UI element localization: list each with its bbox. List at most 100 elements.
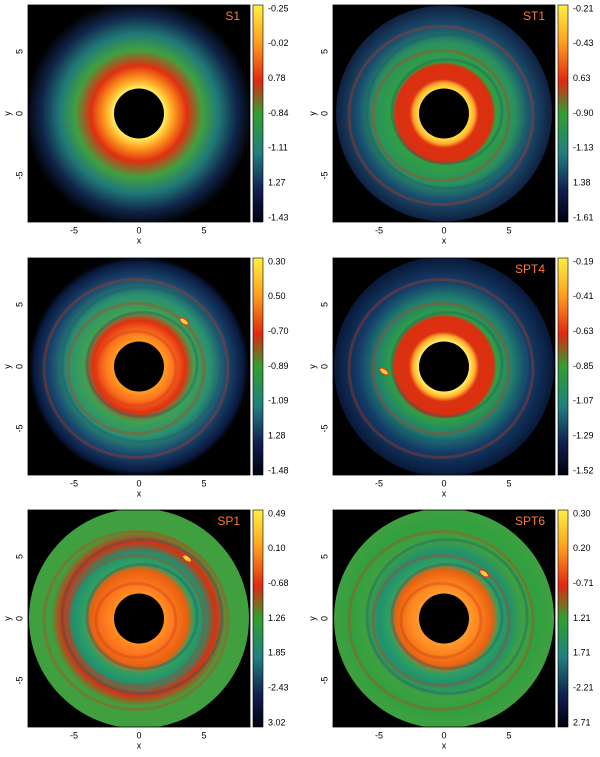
x-tick-label: 0 (136, 730, 141, 740)
panel: S1 -0.25 -0.02 0.78 -0.84 -1.11 1.27 -1.43 -5 0 5 x… (2, 3, 289, 245)
colorbar (557, 257, 569, 476)
inner-hole (114, 593, 164, 644)
disk-ring (399, 582, 483, 659)
y-tick-label: 0 (319, 111, 329, 116)
inner-hole (419, 88, 469, 139)
colorbar-tick-label: -2.43 (268, 683, 289, 693)
colorbar (252, 509, 264, 728)
colorbar-tick-label: -1.61 (573, 212, 594, 222)
y-tick-label: 5 (14, 554, 24, 559)
x-tick-label: 0 (441, 478, 446, 488)
colorbar-tick-label: -0.85 (573, 361, 594, 371)
disk-ring (94, 582, 178, 659)
y-tick-label: 5 (14, 49, 24, 54)
y-axis-label: y (307, 616, 317, 621)
disk-ring (365, 286, 529, 443)
colorbar (557, 509, 569, 728)
y-tick-label: -5 (14, 171, 24, 179)
colorbar-tick-label: -0.70 (268, 326, 289, 336)
y-tick-label: 5 (14, 302, 24, 307)
x-tick-label: 5 (506, 478, 511, 488)
x-tick-label: -5 (70, 730, 78, 740)
disk-map (334, 510, 554, 727)
colorbar-tick-label: 0.50 (268, 291, 286, 301)
disk-map (29, 510, 249, 727)
disk-ring (399, 330, 483, 407)
y-tick-label: 0 (14, 111, 24, 116)
plot-frame (332, 257, 556, 476)
disk-ring (390, 58, 504, 165)
x-tick-label: 5 (201, 225, 206, 235)
disk-ring (94, 330, 178, 407)
colorbar-tick-label: -0.43 (573, 38, 594, 48)
disk-ring (66, 554, 206, 687)
y-tick-label: 0 (14, 364, 24, 369)
inner-hole (419, 341, 469, 392)
panel: SPT4 -0.19 -0.41 -0.63 -0.85 -1.07 -1.29 -1.52 -… (307, 256, 593, 498)
x-tick-label: 5 (506, 225, 511, 235)
plot-frame (332, 509, 556, 728)
disk-ring (390, 311, 504, 418)
plot-frame (27, 257, 251, 476)
colorbar-tick-label: -0.71 (573, 578, 594, 588)
panel: SPT6 0.30 0.20 -0.71 1.21 1.71 -2.21 2.71 -5 0 5 x 5… (307, 508, 593, 750)
colorbar-tick-label: -1.13 (573, 143, 594, 153)
y-tick-label: -5 (14, 676, 24, 684)
colorbar-tick-label: -1.09 (268, 396, 289, 406)
disk-ring (347, 25, 535, 206)
disk-ring (60, 286, 224, 443)
colorbar-tick-label: 0.30 (268, 256, 286, 266)
colorbar-tick-label: -0.68 (268, 578, 289, 588)
x-tick-label: -5 (70, 478, 78, 488)
disk-ring (390, 563, 504, 670)
x-tick-label: 5 (201, 730, 206, 740)
y-tick-label: 5 (319, 302, 329, 307)
planet (479, 569, 489, 578)
panel: 0.30 0.50 -0.70 -0.89 -1.09 1.28 -1.48 -5 0 5 x 5 0 -… (2, 256, 288, 498)
x-axis-label: x (442, 740, 447, 750)
colorbar-tick-label: -1.43 (268, 212, 289, 222)
disk-ring (347, 278, 535, 459)
disk-ring (66, 302, 206, 435)
colorbar-tick-label: -1.29 (573, 431, 594, 441)
x-axis-label: x (137, 235, 142, 245)
colorbar (252, 257, 264, 476)
colorbar-tick-label: -0.90 (573, 108, 594, 118)
y-tick-label: -5 (319, 424, 329, 432)
panel-label: S1 (225, 9, 240, 23)
colorbar (557, 4, 569, 223)
colorbar-tick-label: 2.71 (573, 717, 591, 727)
disk-ring (347, 530, 535, 711)
colorbar-tick-label: -1.07 (573, 396, 594, 406)
colorbar-tick-label: -1.11 (268, 143, 288, 153)
inner-hole (114, 341, 164, 392)
panel-label: SP1 (217, 514, 240, 528)
colorbar-tick-label: 0.78 (268, 73, 286, 83)
disk-ring (85, 311, 199, 418)
x-tick-label: 0 (441, 730, 446, 740)
colorbar-tick-label: -0.19 (573, 256, 594, 266)
disk-ring (371, 49, 511, 182)
panel-label: ST1 (523, 9, 545, 23)
colorbar-tick-label: 1.38 (573, 178, 591, 188)
plot-frame (27, 509, 251, 728)
panel: ST1 -0.21 -0.43 0.63 -0.90 -1.13 1.38 -1.61 -5 0 5… (307, 3, 593, 245)
planet (179, 317, 189, 326)
colorbar-tick-label: 0.20 (573, 543, 591, 553)
colorbar-tick-label: 0.30 (573, 508, 591, 518)
colorbar-tick-label: -0.84 (268, 108, 289, 118)
y-axis-label: y (2, 616, 12, 621)
y-axis-label: y (2, 364, 12, 369)
disk-ring (60, 538, 224, 695)
inner-hole (419, 593, 469, 644)
y-tick-label: 0 (319, 616, 329, 621)
x-axis-label: x (137, 740, 142, 750)
colorbar-tick-label: 0.49 (268, 508, 286, 518)
colorbar-tick-label: 1.27 (268, 178, 286, 188)
y-tick-label: 0 (319, 364, 329, 369)
y-axis-label: y (307, 364, 317, 369)
colorbar-tick-label: 0.10 (268, 543, 286, 553)
plot-frame (27, 4, 251, 223)
x-tick-label: -5 (375, 225, 383, 235)
